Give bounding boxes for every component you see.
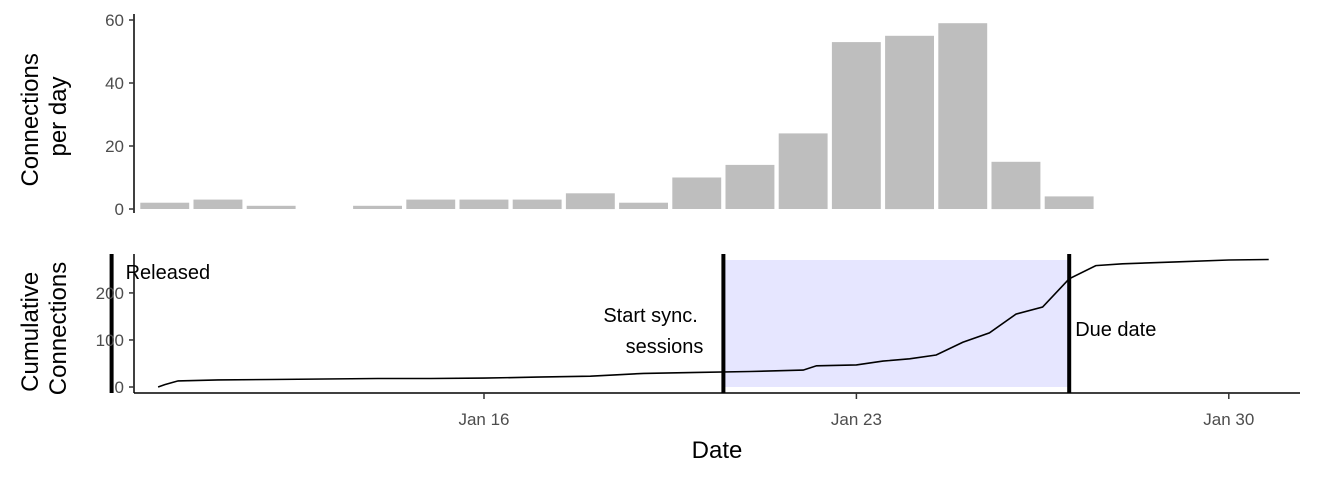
bar-2023-01-26: [991, 161, 1041, 210]
x-tick-label-jan-30: Jan 30: [1203, 410, 1254, 429]
bottom-y-tick-label-0: 0: [115, 378, 124, 397]
x-tick-label-jan-23: Jan 23: [831, 410, 882, 429]
released-annotation: Released: [126, 262, 211, 284]
start-sync-annotation-line-2: sessions: [626, 336, 704, 358]
bottom-y-axis-title-line-2: Connections: [45, 262, 72, 395]
bar-2023-01-20: [672, 177, 722, 209]
start-sync-sessions-annotation: Start sync. sessions: [603, 305, 703, 358]
event-annotations: Released Start sync. sessions Due date: [126, 262, 1157, 358]
due-date-annotation: Due date: [1075, 319, 1156, 341]
bar-2023-01-19: [619, 202, 668, 209]
top-y-tick-label-0: 0: [115, 200, 124, 219]
bar-2023-01-15: [406, 199, 456, 209]
bar-2023-01-23: [831, 42, 881, 209]
bottom-y-tick-label-100: 100: [96, 331, 124, 350]
top-y-axis-title-line-1: Connections: [17, 53, 44, 186]
top-y-tick-label-40: 40: [105, 74, 124, 93]
bar-2023-01-17: [512, 199, 562, 209]
bottom-y-tick-label-200: 200: [96, 284, 124, 303]
x-axis-title: Date: [692, 437, 743, 464]
bar-2023-01-14: [353, 205, 402, 209]
sync-sessions-shaded-region: [723, 260, 1070, 387]
bar-2023-01-16: [459, 199, 509, 209]
bottom-y-axis-title-line-1: Cumulative: [17, 272, 44, 392]
top-y-axis-title-line-2: per day: [45, 76, 72, 156]
top-y-tick-label-60: 60: [105, 11, 124, 30]
bar-2023-01-21: [725, 164, 775, 209]
bar-2023-01-11: [193, 199, 243, 209]
cumulative-connections-panel: Released Start sync. sessions Due date 0…: [17, 254, 1300, 464]
x-ticks: Jan 16 Jan 23 Jan 30: [458, 393, 1254, 429]
bar-2023-01-22: [778, 133, 828, 209]
bar-2023-01-10: [140, 202, 190, 209]
bottom-y-ticks: 0 100 200: [96, 284, 134, 397]
start-sync-annotation-line-1: Start sync.: [603, 305, 697, 327]
bar-2023-01-25: [938, 23, 988, 210]
event-lines: [109, 254, 1072, 393]
daily-connections-panel: 0 20 40 60 Connections per day: [17, 11, 1094, 219]
bottom-y-axis-title: Cumulative Connections: [17, 262, 72, 395]
bar-2023-01-18: [565, 193, 615, 210]
top-y-ticks: 0 20 40 60: [105, 11, 134, 219]
x-tick-label-jan-16: Jan 16: [458, 410, 509, 429]
bar-2023-01-12: [246, 205, 296, 209]
bar-2023-01-24: [885, 35, 934, 210]
top-y-tick-label-20: 20: [105, 137, 124, 156]
top-y-axis-title: Connections per day: [17, 46, 72, 186]
bar-2023-01-27: [1044, 196, 1094, 209]
bars-group: [140, 23, 1094, 210]
